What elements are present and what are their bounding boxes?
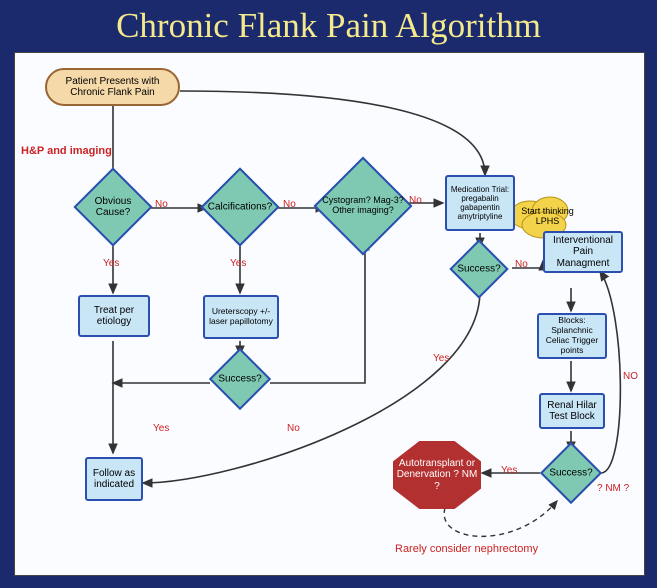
node-ipm: Interventional Pain Managment [543,231,623,273]
node-autotransplant: Autotransplant or Denervation ? NM ? [393,441,481,509]
lbl-no-4: No [515,259,528,270]
node-success-2: Success? [218,357,262,401]
lbl-no-3: No [409,195,422,206]
node-success-3: Success? [549,451,593,495]
lbl-yes-3: Yes [433,353,449,364]
node-blocks: Blocks: Splanchnic Celiac Trigger points [537,313,607,359]
node-ureteroscopy: Ureterscopy +/- laser papillotomy [203,295,279,339]
node-success-1: Success? [458,248,500,290]
lbl-no-1: No [155,199,168,210]
node-lphs: Start thinking LPHS [520,199,575,233]
node-cystogram: Cystogram? Mag-3? Other imaging? [328,171,398,241]
lbl-yes-4: Yes [153,423,169,434]
node-calcifications: Calcifications? [212,179,268,235]
node-treat: Treat per etiology [78,295,150,337]
lbl-NO-loop: NO [623,371,638,382]
lbl-yes-1: Yes [103,258,119,269]
lbl-yes-5: Yes [501,465,517,476]
lbl-no-2: No [283,199,296,210]
label-nephrectomy: Rarely consider nephrectomy [395,543,538,555]
node-medication-trial: Medication Trial: pregabalin gabapentin … [445,175,515,231]
node-obvious-cause: Obvious Cause? [85,179,141,235]
flowchart-canvas: Patient Presents with Chronic Flank Pain… [14,52,645,576]
node-rhtb: Renal Hilar Test Block [539,393,605,429]
slide-title: Chronic Flank Pain Algorithm [0,0,657,50]
label-hp-imaging: H&P and imaging [21,145,112,157]
lbl-no-5: No [287,423,300,434]
lbl-nmq: ? NM ? [597,483,629,494]
node-start: Patient Presents with Chronic Flank Pain [45,68,180,106]
node-follow: Follow as indicated [85,457,143,501]
lbl-yes-2: Yes [230,258,246,269]
